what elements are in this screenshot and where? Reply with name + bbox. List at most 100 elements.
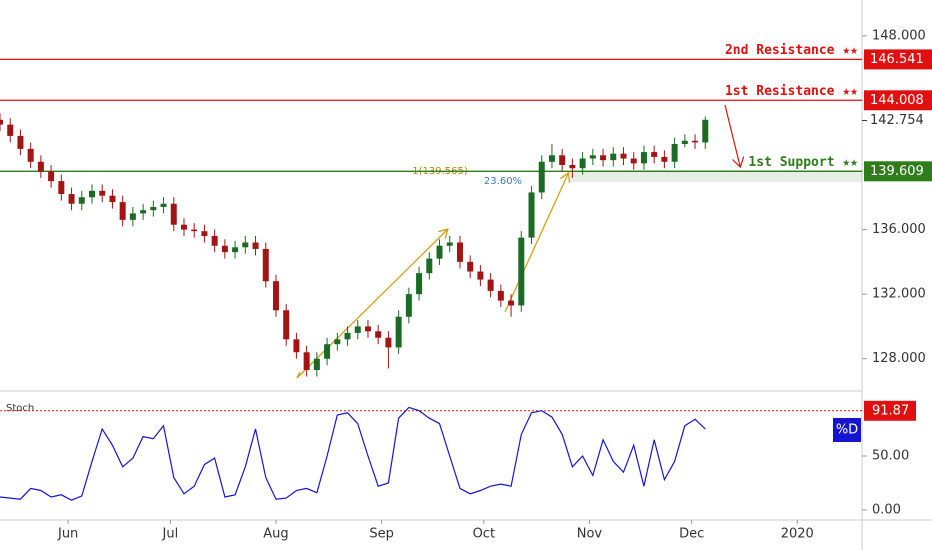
level-box <box>864 49 932 70</box>
support-zone <box>570 170 862 182</box>
last-price-label: 142.754 <box>870 113 924 128</box>
candle-body <box>58 181 65 195</box>
candle-body <box>467 261 474 272</box>
candle-body <box>191 229 198 232</box>
candle-body <box>354 326 361 333</box>
candle-body <box>385 337 392 348</box>
projection-line <box>296 230 447 379</box>
candle-body <box>180 224 187 230</box>
x-tick-label: Jun <box>57 527 78 542</box>
candle-body <box>508 300 515 306</box>
candle-body <box>119 202 126 220</box>
level-box <box>864 161 932 182</box>
candle-body <box>528 192 535 238</box>
candle-body <box>692 140 699 143</box>
candle-body <box>0 119 3 125</box>
candle-body <box>456 242 463 262</box>
level-name: 1st Resistance ★★ <box>725 84 858 99</box>
candle-body <box>681 140 688 145</box>
x-tick-label: 2020 <box>781 527 814 542</box>
candle-body <box>37 161 44 172</box>
candle-body <box>548 155 555 162</box>
candle-body <box>364 326 371 332</box>
candle-body <box>344 332 351 340</box>
target-arrow <box>724 104 740 166</box>
candle-body <box>589 155 596 159</box>
candle-body <box>579 158 586 169</box>
y-tick-label: 128.000 <box>872 351 926 366</box>
candle-body <box>88 190 95 198</box>
candle-body <box>518 237 525 306</box>
candle-body <box>487 279 494 291</box>
candle-body <box>600 155 607 161</box>
legend-box <box>833 418 861 442</box>
x-tick-label: Nov <box>577 527 603 542</box>
candle-body <box>661 156 668 162</box>
candle-body <box>640 152 647 164</box>
candle-body <box>375 331 382 338</box>
level-label: 146.541 <box>870 52 924 67</box>
legend-label: %D <box>836 423 858 438</box>
candle-body <box>283 310 290 340</box>
candle-body <box>671 144 678 162</box>
x-tick-label: Jul <box>162 527 179 542</box>
candle-body <box>17 135 24 149</box>
candle-body <box>426 258 433 274</box>
candle-body <box>405 294 412 317</box>
candle-body <box>446 242 453 246</box>
candle-body <box>48 171 55 182</box>
level-name: 1st Support ★★ <box>748 155 858 170</box>
candle-body <box>702 119 709 143</box>
candle-body <box>559 155 566 165</box>
candle-body <box>68 194 75 204</box>
candle-body <box>252 242 259 249</box>
candle-body <box>211 236 218 246</box>
candle-body <box>651 152 658 157</box>
candle-body <box>436 245 443 259</box>
candle-body <box>293 339 300 353</box>
candle-body <box>334 339 341 345</box>
y-tick-label: 50.00 <box>872 448 909 463</box>
candle-body <box>201 231 208 237</box>
candle-body <box>27 148 34 162</box>
candle-body <box>160 203 167 207</box>
y-tick-label: 148.000 <box>872 28 926 43</box>
indicator-box <box>864 400 916 421</box>
candle-body <box>620 153 627 159</box>
candle-body <box>232 247 239 253</box>
level-box <box>864 90 932 111</box>
candle-body <box>610 153 617 161</box>
candle-body <box>170 203 177 225</box>
level-name: 2nd Resistance ★★ <box>725 43 858 58</box>
candle-body <box>630 158 637 164</box>
candle-body <box>416 273 423 295</box>
indicator-label: 91.87 <box>872 403 909 418</box>
candle-body <box>324 344 331 359</box>
candle-body <box>569 164 576 169</box>
x-tick-label: Dec <box>679 527 704 542</box>
candle-body <box>150 206 157 211</box>
level-label: 144.008 <box>870 93 924 108</box>
candle-body <box>109 195 116 203</box>
y-tick-label: 132.000 <box>872 287 926 302</box>
candle-body <box>129 213 136 220</box>
candle-body <box>140 210 147 214</box>
indicator-line <box>0 406 706 501</box>
candle-body <box>395 316 402 348</box>
candle-body <box>7 124 14 136</box>
candle-body <box>262 248 269 282</box>
x-tick-label: Sep <box>369 527 394 542</box>
projection-line <box>296 371 301 379</box>
candle-body <box>497 290 504 301</box>
candle-body <box>303 352 310 371</box>
candle-body <box>221 245 228 253</box>
candle-body <box>313 358 320 371</box>
y-tick-label: 0.00 <box>872 502 901 517</box>
fib-label: 23.60% <box>484 176 522 187</box>
x-tick-label: Aug <box>263 527 288 542</box>
candle-body <box>538 161 545 193</box>
candle-body <box>477 271 484 280</box>
candle-body <box>242 242 249 248</box>
x-tick-label: Oct <box>473 527 495 542</box>
